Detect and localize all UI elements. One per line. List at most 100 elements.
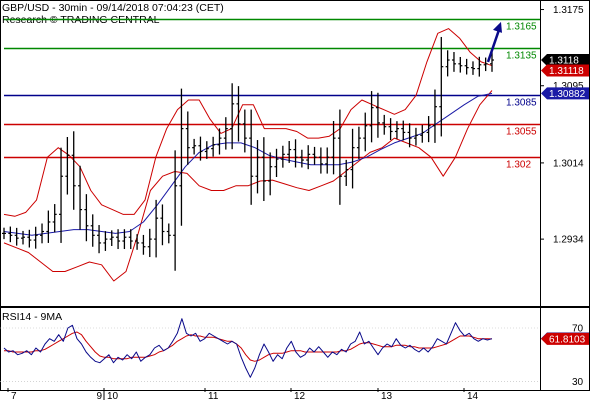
- price-bar: [230, 83, 235, 150]
- bollinger-lower-band: [3, 90, 493, 282]
- price-bar: [14, 227, 19, 246]
- price-bar: [160, 204, 165, 246]
- price-bar: [268, 152, 273, 196]
- bollinger-upper-band: [3, 28, 493, 217]
- price-bar: [236, 86, 241, 142]
- x-tick-label-9: 9: [96, 391, 102, 400]
- y-tick-label-1.3095: 1.3095: [553, 81, 584, 92]
- price-bar: [287, 140, 292, 163]
- price-bar: [217, 128, 222, 155]
- price-bar: [306, 145, 311, 170]
- price-bar: [46, 210, 51, 243]
- price-bar: [388, 118, 393, 141]
- price-bar: [135, 234, 140, 250]
- price-bar: [40, 223, 45, 244]
- price-bar: [52, 204, 57, 233]
- rsi-rsi_ma-tag-label: 61.8103: [549, 334, 586, 345]
- price-bar: [312, 146, 317, 165]
- x-tick-label-10: 10: [107, 391, 119, 400]
- price-moving_average-tag-label: 1.30882: [549, 89, 586, 100]
- price-bar: [8, 226, 13, 243]
- price-bar: [141, 234, 146, 255]
- price-bar: [426, 116, 431, 143]
- price-bar: [65, 136, 70, 195]
- price-bar: [33, 226, 38, 249]
- chart-title: GBP/USD - 30min - 09/14/2018 07:04:23 (C…: [2, 2, 224, 14]
- price-close-tag-label: 1.3118: [549, 56, 579, 67]
- level-label-1.302: 1.302: [506, 160, 531, 171]
- moving-average-line: [3, 92, 493, 236]
- price-bar: [325, 147, 330, 174]
- price-bar: [280, 145, 285, 168]
- price-bar: [483, 57, 488, 72]
- target-arrow-head: [493, 21, 502, 33]
- price-bar: [90, 214, 95, 247]
- price-bar: [331, 120, 336, 175]
- price-close-tag: [541, 54, 589, 67]
- y-tick-label-1.3014: 1.3014: [553, 158, 584, 169]
- price-bar: [71, 131, 76, 210]
- price-bar: [363, 112, 368, 152]
- rsi-tick-label-30: 30: [572, 377, 584, 388]
- rsi-ma-line: [4, 331, 493, 362]
- price-bar: [274, 148, 279, 178]
- rsi-rsi_ma-tag: [541, 332, 589, 345]
- price-bar: [477, 56, 482, 77]
- price-bar: [255, 140, 260, 194]
- price-bar: [2, 227, 6, 240]
- rsi-title: RSI14 - 9MA: [2, 311, 63, 323]
- price-bar: [439, 36, 444, 137]
- level-label-1.3135: 1.3135: [506, 51, 537, 62]
- price-bar: [490, 52, 494, 72]
- price-bar: [27, 229, 32, 248]
- price-bar: [179, 88, 184, 226]
- price-bar: [21, 230, 26, 245]
- price-bar: [204, 141, 209, 159]
- x-tick-label-11: 11: [208, 391, 219, 400]
- rsi-line: [3, 318, 493, 378]
- price-bar: [451, 52, 456, 72]
- price-bar: [249, 109, 254, 205]
- price-bar: [407, 123, 412, 148]
- price-bar: [445, 50, 450, 77]
- target-arrow-shaft: [486, 29, 501, 63]
- price-bar: [401, 120, 406, 141]
- price-bar: [293, 139, 298, 168]
- price-bar: [78, 165, 83, 230]
- x-tick-label-13: 13: [381, 391, 393, 400]
- y-tick-label-1.2934: 1.2934: [553, 235, 584, 246]
- x-tick-label-12: 12: [294, 391, 306, 400]
- price-bar: [109, 230, 114, 246]
- price-bar: [394, 121, 399, 139]
- price-bar: [420, 124, 425, 143]
- price-bar: [84, 194, 89, 242]
- price-bar: [103, 231, 108, 251]
- price-bar: [128, 229, 133, 250]
- y-tick-label-1.3175: 1.3175: [553, 5, 584, 16]
- price-bar: [375, 92, 380, 138]
- price-bollinger_upper-tag: [541, 64, 589, 77]
- price-bar: [122, 229, 127, 250]
- price-bar: [166, 223, 171, 244]
- price-bar: [369, 91, 374, 143]
- price-bollinger_upper-tag-label: 1.31118: [549, 66, 584, 77]
- price-bar: [350, 128, 355, 189]
- price-bar: [356, 126, 361, 160]
- level-label-1.3085: 1.3085: [506, 98, 537, 109]
- level-label-1.3055: 1.3055: [506, 127, 537, 138]
- price-bar: [242, 109, 247, 153]
- price-bar: [382, 114, 387, 135]
- price-bar: [470, 61, 475, 75]
- price-bar: [432, 89, 437, 143]
- price-bar: [185, 111, 190, 165]
- price-bar: [173, 150, 178, 271]
- price-bar: [116, 229, 121, 250]
- x-tick-label-14: 14: [467, 391, 479, 400]
- price-bar: [318, 147, 323, 174]
- price-bar: [413, 127, 418, 146]
- price-bar: [97, 225, 102, 254]
- price-bar: [458, 56, 463, 73]
- price-bar: [192, 138, 197, 155]
- price-bar: [211, 136, 216, 157]
